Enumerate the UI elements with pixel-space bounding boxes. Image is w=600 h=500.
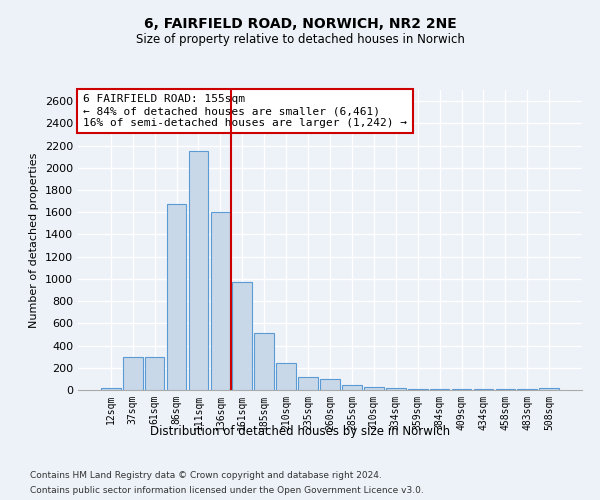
Bar <box>232 282 252 390</box>
Text: 6, FAIRFIELD ROAD, NORWICH, NR2 2NE: 6, FAIRFIELD ROAD, NORWICH, NR2 2NE <box>143 18 457 32</box>
Text: Contains public sector information licensed under the Open Government Licence v3: Contains public sector information licen… <box>30 486 424 495</box>
Text: 6 FAIRFIELD ROAD: 155sqm
← 84% of detached houses are smaller (6,461)
16% of sem: 6 FAIRFIELD ROAD: 155sqm ← 84% of detach… <box>83 94 407 128</box>
Y-axis label: Number of detached properties: Number of detached properties <box>29 152 40 328</box>
Bar <box>342 385 362 390</box>
Bar <box>276 363 296 390</box>
Text: Size of property relative to detached houses in Norwich: Size of property relative to detached ho… <box>136 32 464 46</box>
Bar <box>539 388 559 390</box>
Text: Contains HM Land Registry data © Crown copyright and database right 2024.: Contains HM Land Registry data © Crown c… <box>30 471 382 480</box>
Bar <box>188 151 208 390</box>
Bar <box>145 356 164 390</box>
Bar <box>101 388 121 390</box>
Bar <box>254 334 274 390</box>
Bar <box>364 386 384 390</box>
Text: Distribution of detached houses by size in Norwich: Distribution of detached houses by size … <box>150 425 450 438</box>
Bar <box>386 388 406 390</box>
Bar <box>211 212 230 390</box>
Bar <box>298 376 318 390</box>
Bar <box>320 379 340 390</box>
Bar <box>123 356 143 390</box>
Bar <box>167 204 187 390</box>
